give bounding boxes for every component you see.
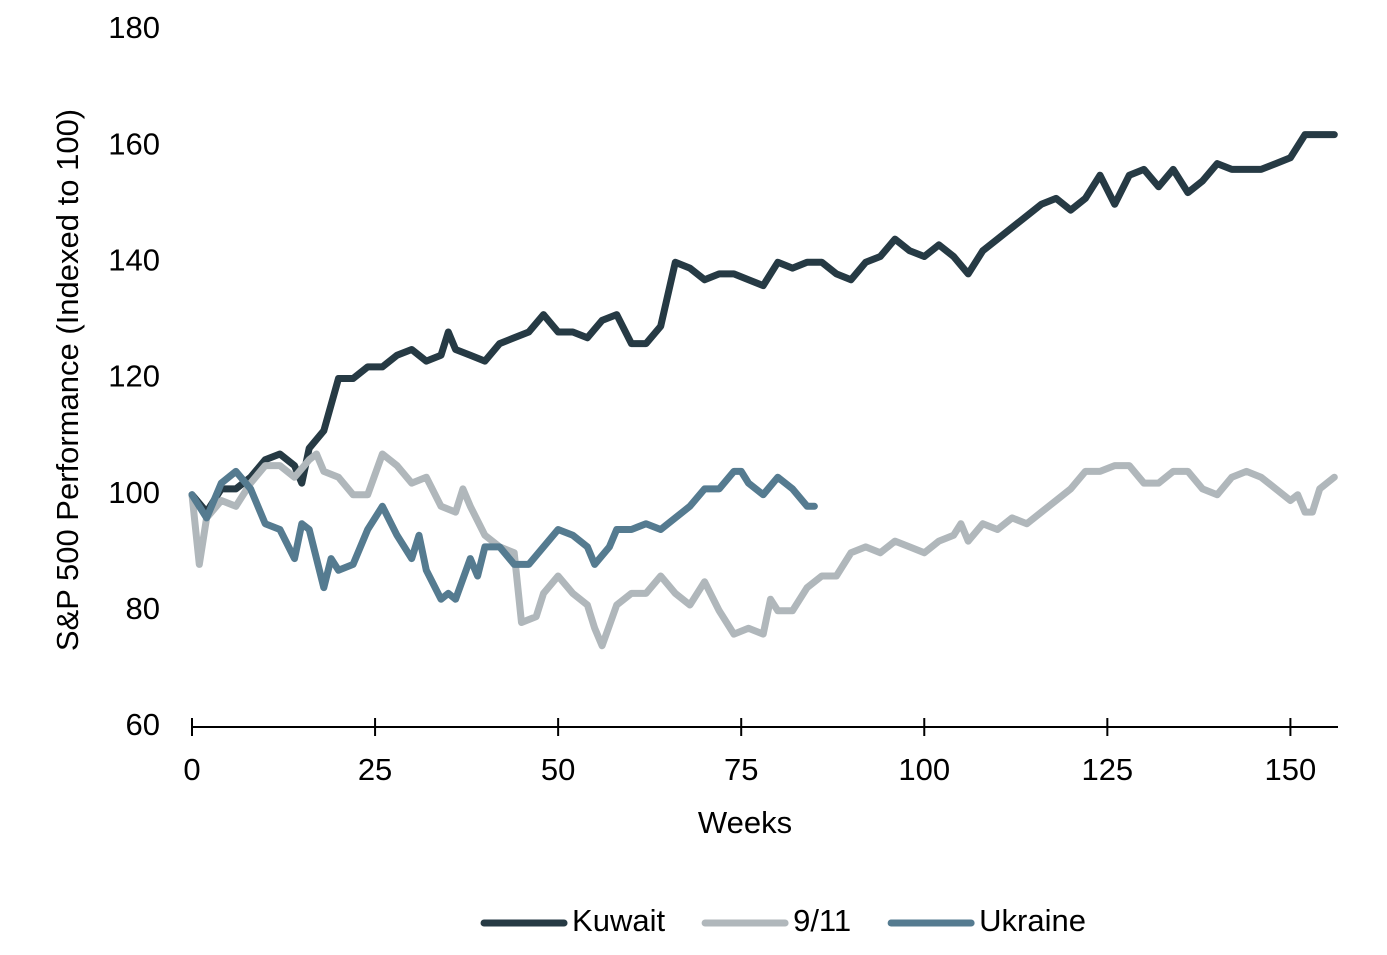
x-tick-label: 0 xyxy=(183,752,200,787)
y-tick-label: 140 xyxy=(108,243,160,278)
legend-label: 9/11 xyxy=(793,903,851,938)
y-tick-label: 100 xyxy=(108,475,160,510)
series-line xyxy=(188,450,1338,650)
x-axis-label: Weeks xyxy=(698,805,792,840)
series-line xyxy=(188,131,1338,516)
y-tick-label: 180 xyxy=(108,10,160,45)
series-line xyxy=(188,467,818,603)
x-tick-label: 125 xyxy=(1081,752,1133,787)
legend-label: Ukraine xyxy=(979,903,1086,938)
y-axis-label: S&P 500 Performance (Indexed to 100) xyxy=(50,109,85,651)
y-tick-label: 80 xyxy=(126,591,160,626)
x-tick-label: 50 xyxy=(541,752,575,787)
x-tick-label: 100 xyxy=(898,752,950,787)
y-tick-label: 60 xyxy=(126,707,160,742)
y-tick-label: 160 xyxy=(108,126,160,161)
x-tick-label: 25 xyxy=(358,752,392,787)
y-tick-label: 120 xyxy=(108,359,160,394)
legend-label: Kuwait xyxy=(572,903,665,938)
x-tick-label: 75 xyxy=(724,752,758,787)
x-tick-label: 150 xyxy=(1265,752,1317,787)
